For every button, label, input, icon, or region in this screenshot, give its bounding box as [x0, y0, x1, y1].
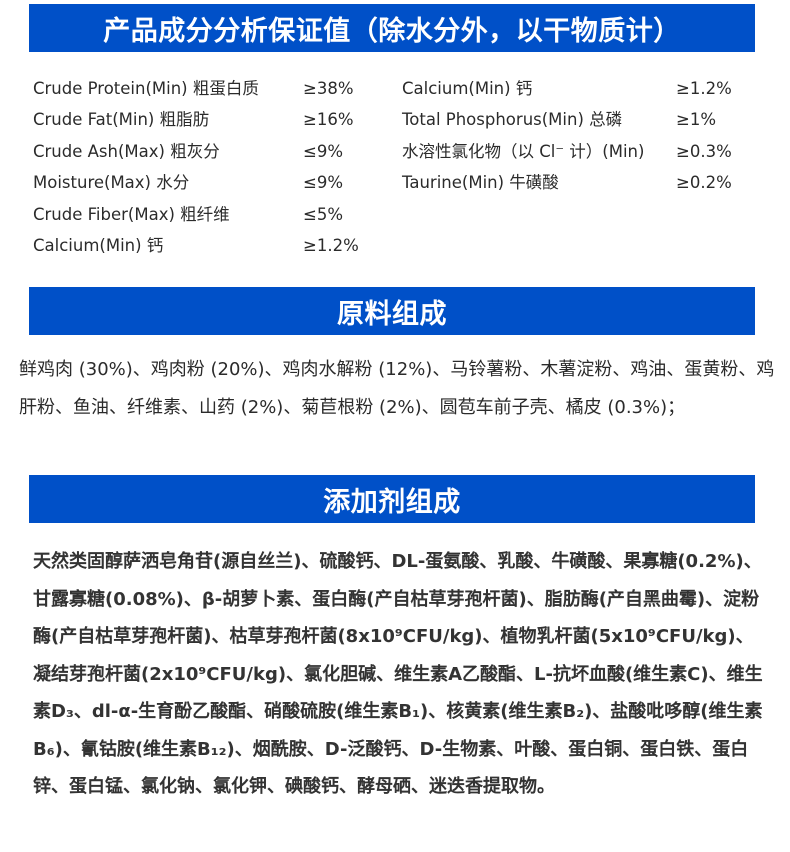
additives-banner: 添加剂组成: [29, 475, 755, 523]
analysis-value: ≥0.2%: [676, 173, 732, 192]
ingredients-banner: 原料组成: [29, 287, 755, 335]
analysis-label: Moisture(Max) 水分: [33, 173, 190, 192]
analysis-value: ≤5%: [303, 205, 344, 224]
analysis-banner: 产品成分分析保证值（除水分外，以干物质计）: [29, 4, 755, 52]
analysis-label: Taurine(Min) 牛磺酸: [402, 173, 559, 192]
additives-text: 天然类固醇萨洒皂角苷(源自丝兰)、硫酸钙、DL-蛋氨酸、乳酸、牛磺酸、果寡糖(0…: [33, 551, 763, 797]
analysis-label: Total Phosphorus(Min) 总磷: [402, 110, 623, 129]
analysis-value: ≥1.2%: [303, 236, 359, 255]
analysis-value: ≥1.2%: [676, 79, 732, 98]
analysis-value: ≥1%: [676, 110, 717, 129]
analysis-value: ≥38%: [303, 79, 354, 98]
analysis-label: Calcium(Min) 钙: [402, 79, 533, 98]
analysis-value: ≥0.3%: [676, 142, 732, 161]
analysis-label: Crude Fat(Min) 粗脂肪: [33, 110, 210, 129]
analysis-label: Crude Protein(Min) 粗蛋白质: [33, 79, 259, 98]
analysis-value: ≤9%: [303, 173, 344, 192]
analysis-value: ≤9%: [303, 142, 344, 161]
ingredients-text: 鲜鸡肉 (30%)、鸡肉粉 (20%)、鸡肉水解粉 (12%)、马铃薯粉、木薯淀…: [19, 359, 775, 418]
analysis-label: Crude Ash(Max) 粗灰分: [33, 142, 220, 161]
analysis-label: Calcium(Min) 钙: [33, 236, 164, 255]
analysis-value: ≥16%: [303, 110, 354, 129]
analysis-label: Crude Fiber(Max) 粗纤维: [33, 205, 230, 224]
analysis-label: 水溶性氯化物（以 Cl⁻ 计）(Min): [402, 142, 645, 161]
